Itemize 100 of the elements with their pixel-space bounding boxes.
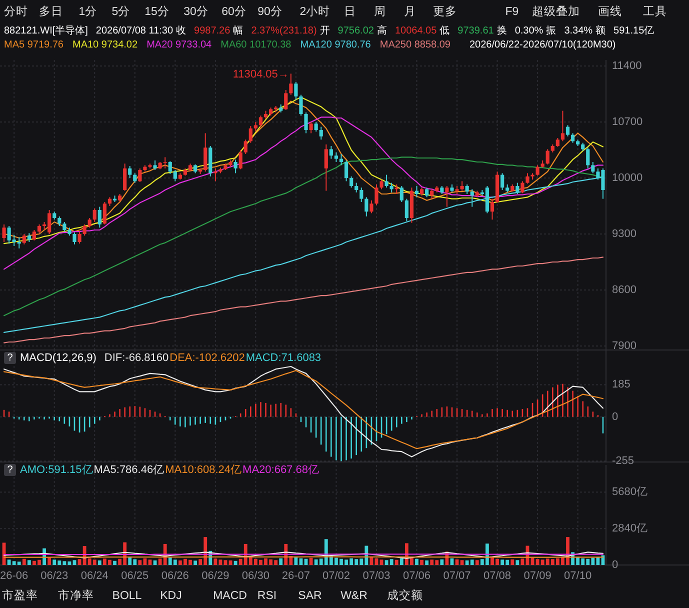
bar xyxy=(218,560,222,565)
candlestick xyxy=(354,182,358,193)
text: 5分 xyxy=(112,5,130,18)
text: MA10 9734.02 xyxy=(72,40,138,50)
text: 超级叠加 xyxy=(532,5,580,18)
candlestick xyxy=(400,186,404,202)
text: 额 xyxy=(596,24,606,36)
candlestick xyxy=(294,82,298,100)
text: 30分 xyxy=(184,5,208,18)
bar xyxy=(224,560,228,565)
candlestick xyxy=(123,163,127,192)
annotation: ? xyxy=(7,352,14,364)
text: MA250 8858.09 xyxy=(380,40,451,50)
bar xyxy=(425,560,429,565)
text: 月 xyxy=(404,5,416,18)
text: MA5 9719.76 xyxy=(4,40,64,50)
candlestick xyxy=(570,132,575,144)
bar xyxy=(380,560,384,565)
candlestick xyxy=(394,184,398,194)
y-tick-label: 8600 xyxy=(612,284,636,296)
text: 成交额 xyxy=(387,588,423,602)
x-tick-label: 07/08 xyxy=(484,570,512,582)
candlestick xyxy=(299,94,303,116)
annotation: 11304.05→ xyxy=(232,68,289,81)
candlestick xyxy=(102,202,106,225)
candlestick xyxy=(284,90,288,110)
bar xyxy=(98,560,102,565)
text: 90分 xyxy=(258,5,282,18)
text: 1分 xyxy=(78,5,98,18)
candlestick xyxy=(470,188,474,208)
candlestick xyxy=(520,180,524,194)
y-tick-label: 185 xyxy=(612,378,630,391)
text: 分时 xyxy=(4,5,28,18)
text: 2.37%(231.18) xyxy=(251,26,317,36)
candlestick xyxy=(168,160,172,174)
text: SAR xyxy=(298,590,322,602)
line-series xyxy=(3,256,604,344)
text: F9 xyxy=(505,6,519,18)
line-series xyxy=(3,156,604,316)
bar xyxy=(78,559,82,565)
text: AMO:591.15亿 xyxy=(20,464,93,476)
bar xyxy=(279,558,283,565)
bar xyxy=(536,559,540,565)
candlestick xyxy=(289,73,293,96)
bar xyxy=(48,558,52,565)
text: 幅 xyxy=(233,24,244,36)
text: MA120 9780.76 xyxy=(300,40,372,50)
candlestick xyxy=(32,230,36,241)
text: 9987.26 xyxy=(194,26,231,36)
bar xyxy=(113,560,116,565)
text: 591.15亿 xyxy=(614,26,654,36)
y-tick-label: -255 xyxy=(612,455,634,468)
text: 2026/07/08 11:30 xyxy=(96,26,174,36)
text: 10064.05 xyxy=(394,26,438,36)
x-tick-label: 06/24 xyxy=(80,570,108,582)
candlestick xyxy=(546,148,550,165)
y-tick-label: 11400 xyxy=(612,60,642,72)
text: MACD:71.6083 xyxy=(246,352,322,364)
line-series xyxy=(3,552,604,559)
bar xyxy=(138,560,142,565)
candlestick xyxy=(62,222,66,232)
bar xyxy=(27,560,31,565)
candlestick xyxy=(344,160,348,182)
text: 60分 xyxy=(222,5,246,18)
text: 振 xyxy=(546,24,556,36)
candlestick xyxy=(425,187,429,198)
text: 市盈率 xyxy=(2,588,38,602)
x-tick-label: 07/03 xyxy=(362,570,390,582)
bar xyxy=(415,558,418,565)
text: 日 xyxy=(344,5,356,18)
x-tick-label: 07/06 xyxy=(402,570,431,582)
candlestick xyxy=(234,159,238,174)
text: 市净率 xyxy=(58,588,94,602)
x-tick-label: 07/07 xyxy=(443,570,471,582)
text: 882121.WI[半导体] xyxy=(4,24,88,36)
candlestick xyxy=(2,224,6,242)
candlestick xyxy=(390,182,394,193)
bar xyxy=(22,558,26,565)
candlestick xyxy=(204,132,208,172)
candlestick xyxy=(536,164,540,176)
candlestick xyxy=(58,216,62,226)
candlestick xyxy=(370,200,374,214)
text: MA10:608.24亿 xyxy=(165,464,242,476)
bar xyxy=(148,560,152,565)
candlestick xyxy=(526,172,530,184)
x-tick-label: 26-06 xyxy=(0,570,28,582)
text: 15分 xyxy=(144,5,170,18)
annotation: ? xyxy=(7,464,14,476)
candlestick xyxy=(560,110,565,142)
text: 9739.61 xyxy=(458,26,494,36)
y-tick-label: 10000 xyxy=(612,172,643,184)
chart-title: MACD(12,26,9) xyxy=(20,352,96,364)
text: 2026/06/22-2026/07/10(120M30) xyxy=(470,40,616,50)
text: 低 xyxy=(440,26,450,36)
text: BOLL xyxy=(112,590,142,602)
candlestick xyxy=(22,234,26,245)
text: 更多 xyxy=(433,5,457,18)
x-tick-label: 06/29 xyxy=(202,570,230,582)
candlestick xyxy=(133,172,137,184)
x-tick-label: 07/10 xyxy=(564,570,592,582)
